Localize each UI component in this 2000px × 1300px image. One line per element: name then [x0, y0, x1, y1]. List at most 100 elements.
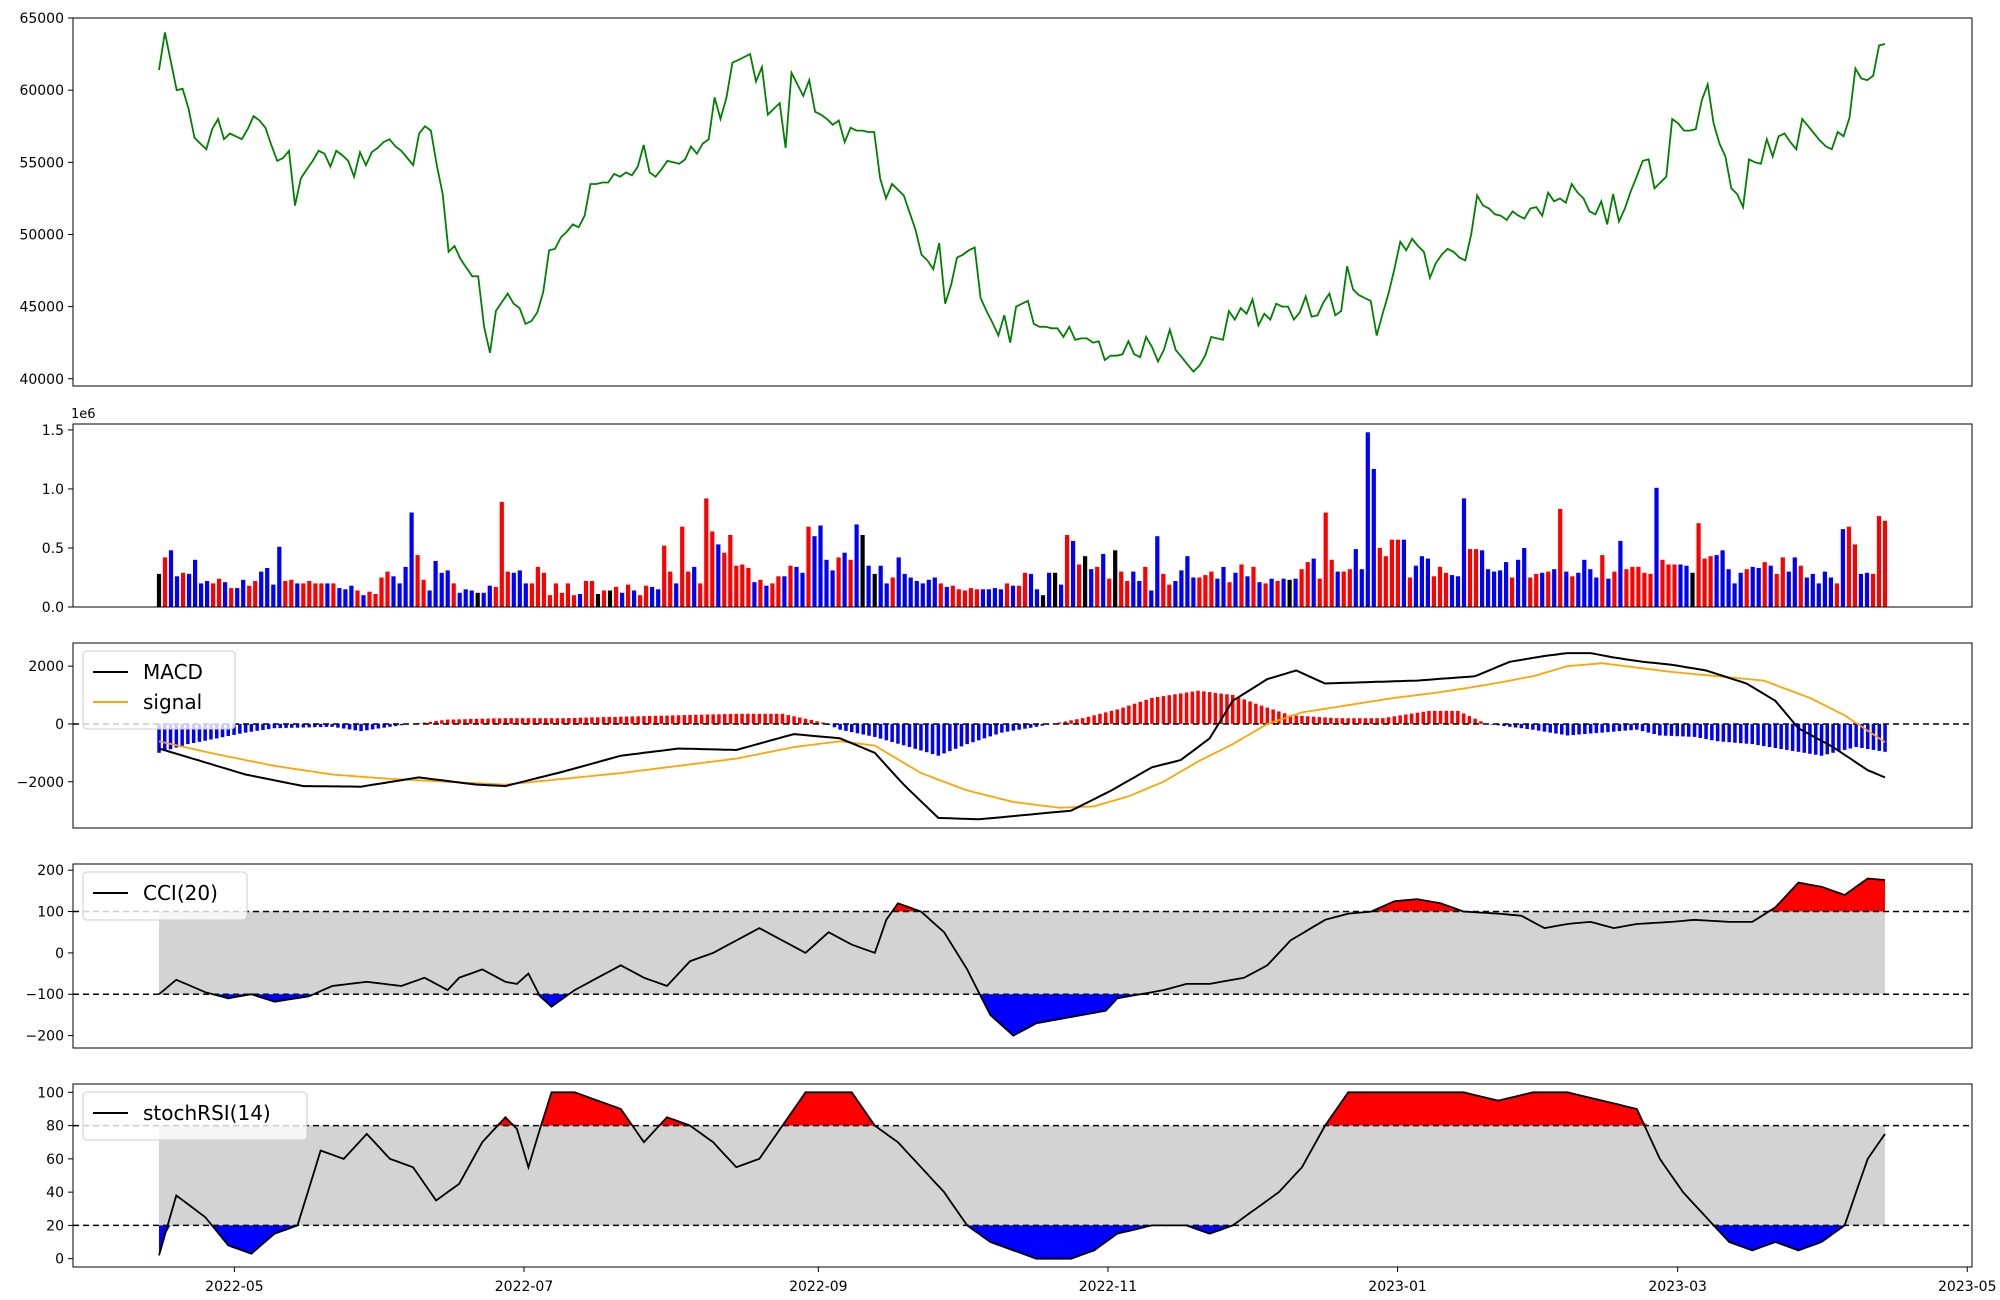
y-tick-label: 80 — [46, 1119, 64, 1135]
y-tick-label: 0 — [55, 1252, 64, 1268]
volume-bar — [812, 536, 817, 607]
histogram-bar — [1069, 720, 1073, 724]
histogram-bar — [977, 723, 981, 741]
volume-bar — [349, 585, 354, 607]
volume-bar — [644, 585, 649, 607]
histogram-bar — [1790, 723, 1795, 751]
histogram-bar — [1675, 723, 1679, 737]
histogram-bar — [376, 723, 381, 729]
volume-bar — [391, 576, 396, 607]
histogram-bar — [1040, 723, 1044, 726]
histogram-bar — [191, 723, 196, 743]
histogram-bar — [682, 715, 687, 724]
histogram-bar — [896, 723, 900, 744]
histogram-bar — [711, 714, 715, 724]
histogram-bar — [1323, 717, 1327, 724]
histogram-bar — [653, 715, 658, 724]
histogram-bar — [382, 723, 386, 728]
volume-bar — [710, 531, 715, 607]
histogram-bar — [734, 713, 738, 724]
histogram-bar — [1750, 723, 1754, 745]
histogram-bar — [399, 723, 404, 726]
histogram-bar — [630, 716, 635, 724]
volume-bar — [1053, 572, 1058, 607]
volume-bar — [1173, 581, 1178, 607]
histogram-bar — [1098, 713, 1102, 724]
volume-bar — [914, 581, 919, 607]
histogram-bar — [1363, 718, 1368, 724]
histogram-bar — [1369, 718, 1373, 724]
histogram-bar — [1179, 693, 1183, 724]
histogram-bar — [901, 723, 906, 746]
histogram-bar — [798, 717, 802, 724]
y-tick-label: −100 — [26, 987, 64, 1003]
x-tick-label: 2023-03 — [1648, 1279, 1707, 1295]
volume-bar — [565, 583, 570, 607]
y-tick-label: 40 — [46, 1185, 64, 1201]
histogram-bar — [1104, 712, 1108, 724]
histogram-bar — [474, 718, 479, 724]
volume-bar — [553, 583, 558, 607]
histogram-bar — [284, 723, 288, 728]
histogram-bar — [1132, 703, 1137, 724]
histogram-bar — [1467, 716, 1472, 724]
histogram-bar — [544, 718, 548, 724]
histogram-bar — [486, 718, 490, 724]
volume-bar — [1263, 583, 1268, 607]
histogram-bar — [873, 723, 877, 737]
histogram-bar — [549, 718, 554, 724]
histogram-bar — [1525, 723, 1529, 729]
plot-frame — [72, 423, 1973, 608]
histogram-bar — [855, 723, 860, 734]
volume-bar — [511, 572, 516, 607]
histogram-bar — [723, 714, 727, 724]
volume-bar — [968, 588, 973, 607]
histogram-bar — [1190, 691, 1195, 724]
volume-bar — [896, 557, 901, 607]
price-panel: 40000 45000 50000 55000 60000 65000 — [19, 11, 1973, 388]
histogram-bar — [1502, 723, 1506, 727]
histogram-bar — [1075, 719, 1079, 724]
volume-bar — [571, 595, 577, 607]
volume-bar — [1600, 555, 1605, 607]
volume-bar — [1630, 566, 1635, 607]
histogram-bar — [1196, 690, 1200, 724]
volume-bar — [343, 589, 348, 607]
histogram-bar — [1023, 723, 1027, 729]
volume-bar — [908, 577, 913, 607]
volume-bar — [1798, 565, 1803, 607]
histogram-bar — [1600, 723, 1604, 733]
volume-bar — [325, 583, 330, 607]
histogram-bar — [1202, 691, 1206, 724]
histogram-bar — [342, 723, 346, 729]
x-tick-label: 2022-05 — [205, 1279, 264, 1295]
volume-bar — [1389, 539, 1394, 607]
volume-bar — [986, 589, 991, 607]
histogram-bar — [930, 723, 935, 754]
histogram-bar — [1288, 715, 1293, 724]
histogram-bar — [1802, 723, 1806, 753]
histogram-bar — [1727, 723, 1731, 743]
volume-bar — [674, 583, 679, 607]
histogram-bar — [336, 723, 340, 728]
histogram-bar — [792, 716, 796, 724]
volume-bar — [680, 526, 685, 607]
histogram-bar — [1733, 723, 1737, 743]
histogram-bar — [1837, 723, 1841, 752]
volume-bar — [662, 545, 667, 607]
histogram-bar — [1017, 723, 1021, 730]
histogram-bar — [919, 723, 923, 751]
histogram-bar — [717, 714, 721, 724]
volume-bar — [1534, 573, 1539, 607]
volume-bar — [1792, 557, 1797, 607]
histogram-bar — [1715, 723, 1720, 742]
volume-bar — [313, 583, 318, 607]
histogram-bar — [1860, 723, 1864, 748]
histogram-bar — [671, 715, 675, 724]
y-tick-label: 0.0 — [42, 600, 64, 616]
volume-bar — [1101, 553, 1106, 607]
histogram-bar — [1386, 717, 1391, 724]
histogram-bar — [388, 723, 392, 727]
histogram-bar — [1796, 723, 1801, 752]
